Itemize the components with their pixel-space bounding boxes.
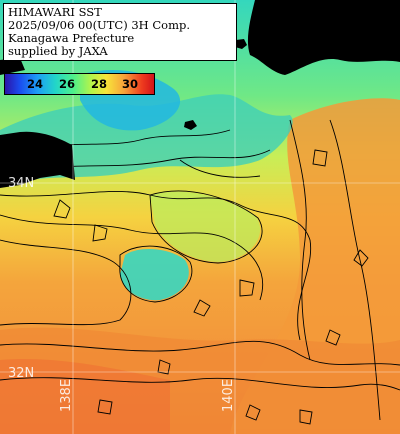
land-north-east	[247, 0, 400, 75]
lat-label-32n: 32N	[8, 366, 35, 381]
timestamp-line: 2025/09/06 00(UTC) 3H Comp.	[8, 18, 191, 32]
credit-line: supplied by JAXA	[8, 44, 108, 58]
island-small-1	[184, 120, 197, 130]
colorbar-tick-30: 30	[122, 77, 139, 91]
warm-water-plateau	[150, 191, 261, 262]
island-small-2	[235, 39, 247, 49]
sst-colorbar: 24 26 28 30	[4, 73, 155, 95]
lon-label-138e: 138E	[59, 378, 74, 412]
cool-water-center-blob	[120, 248, 189, 301]
colorbar-tick-28: 28	[91, 77, 108, 91]
sst-contours	[0, 119, 400, 425]
image-info-box: HIMAWARI SST 2025/09/06 00(UTC) 3H Comp.…	[3, 3, 237, 61]
colorbar-tick-26: 26	[59, 77, 76, 91]
region-line: Kanagawa Prefecture	[8, 31, 135, 45]
lon-label-140e: 140E	[221, 378, 236, 412]
lat-label-34n: 34N	[8, 176, 35, 191]
colorbar-tick-24: 24	[27, 77, 44, 91]
title-line: HIMAWARI SST	[8, 5, 102, 19]
land-west-coast	[0, 58, 25, 75]
